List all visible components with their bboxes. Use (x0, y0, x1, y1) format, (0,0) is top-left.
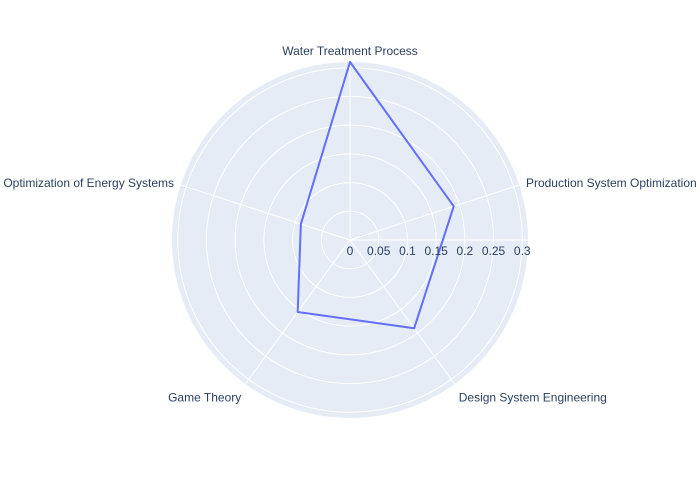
category-label: Optimization of Energy Systems (3, 176, 174, 190)
angular-gridline-1 (349, 184, 520, 241)
label-layer: 0 0.05 0.1 0.15 0.2 0.25 0.3 Water Treatment Pr… (3, 44, 700, 405)
radial-tick-label: 0.1 (399, 244, 416, 258)
category-label: Production System Optimization i (526, 176, 700, 190)
radial-tick-label: 0.15 (424, 244, 448, 258)
radial-tick-label: 0.05 (367, 244, 391, 258)
angular-gridline-4 (180, 184, 351, 241)
category-label: Design System Engineering (459, 391, 607, 405)
grid-layer (177, 62, 528, 413)
angular-gridline-2 (349, 239, 456, 385)
radial-tick-label: 0.3 (514, 244, 531, 258)
series-line-0 (296, 61, 455, 330)
category-label: Water Treatment Process (282, 44, 418, 58)
radial-tick-label: 0.25 (482, 244, 506, 258)
series-layer (296, 61, 455, 330)
radial-tick-label: 0.2 (456, 244, 473, 258)
category-label: Game Theory (168, 391, 241, 405)
radial-tick-label: 0 (347, 244, 354, 258)
